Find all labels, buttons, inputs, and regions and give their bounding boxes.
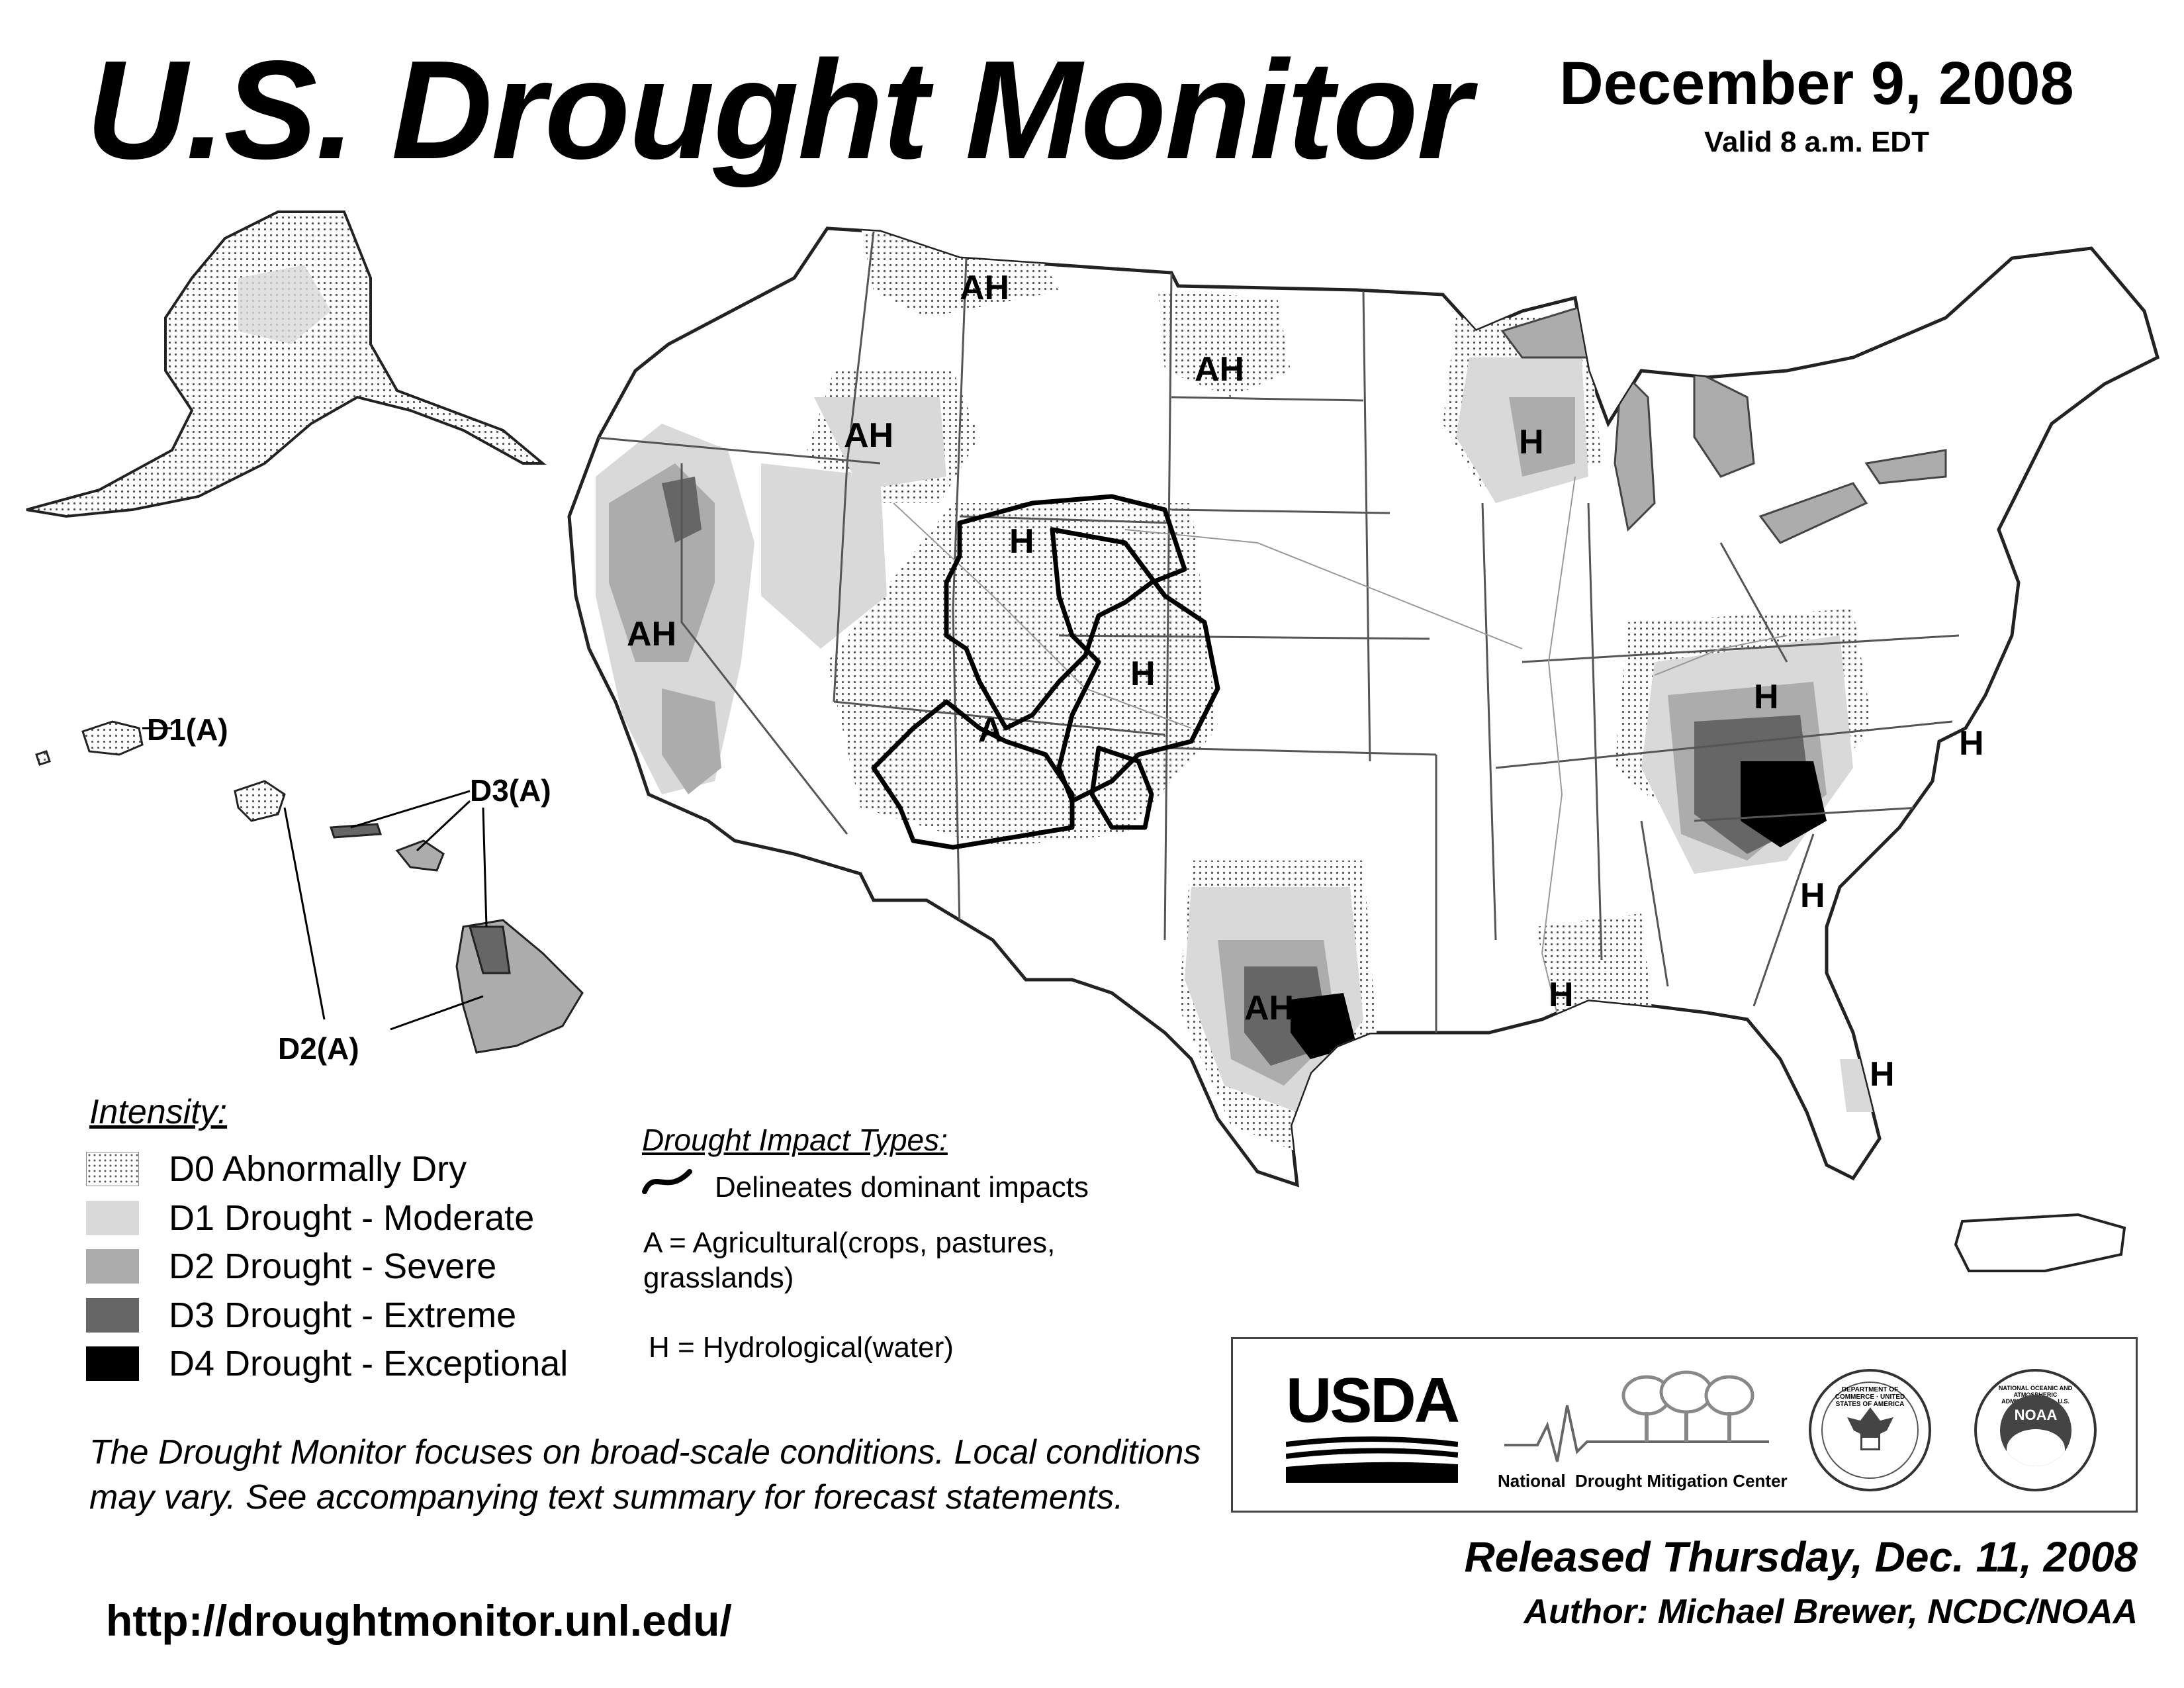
legend-label-d2: D2 Drought - Severe — [169, 1246, 497, 1286]
legend-label-d3: D3 Drought - Extreme — [169, 1295, 517, 1335]
label-ah-dakota: AH — [1195, 350, 1244, 389]
alaska — [26, 211, 547, 518]
label-ah-idaho: AH — [844, 416, 893, 455]
legend-item-d3: D3 Drought - Extreme — [86, 1295, 516, 1335]
legend-item-d1: D1 Drought - Moderate — [86, 1198, 534, 1238]
label-h-kentucky: H — [1754, 678, 1779, 716]
label-h-georgia: H — [1800, 876, 1825, 915]
label-h-florida: H — [1870, 1055, 1895, 1094]
noaa-logo-text: NOAA — [2014, 1407, 2058, 1423]
hawaii-label-d3: D3(A) — [470, 773, 551, 808]
map-title: U.S. Drought Monitor — [86, 31, 1471, 188]
commerce-seal-text: DEPARTMENT OF COMMERCE · UNITED STATES O… — [1835, 1386, 1905, 1408]
legend-swatch-d2 — [86, 1249, 139, 1284]
label-h-wyoming: H — [1009, 522, 1034, 561]
legend-heading: Intensity: — [89, 1093, 228, 1131]
impact-line-icon — [642, 1169, 692, 1194]
map-date: December 9, 2008 — [1559, 50, 2074, 117]
impact-hydrological: H = Hydrological(water) — [649, 1331, 954, 1364]
disclaimer-text: The Drought Monitor focuses on broad-sca… — [89, 1433, 1201, 1517]
usda-logo-text: USDA — [1286, 1365, 1460, 1436]
hawaii-label-d2: D2(A) — [278, 1031, 359, 1066]
noaa-seal: NATIONAL OCEANIC AND ATMOSPHERIC ADMINIS… — [1974, 1369, 2097, 1491]
usda-swoosh-icon — [1286, 1436, 1458, 1483]
website-url[interactable]: http://droughtmonitor.unl.edu/ — [106, 1596, 732, 1645]
label-a-southwest: A — [978, 711, 1003, 749]
legend-label-d1: D1 Drought - Moderate — [169, 1198, 535, 1238]
trees-icon — [1504, 1370, 1769, 1462]
legend-label-d0: D0 Abnormally Dry — [169, 1149, 467, 1189]
legend-item-d4: D4 Drought - Exceptional — [86, 1344, 568, 1383]
impact-delineates: Delineates dominant impacts — [715, 1171, 1089, 1203]
label-ah-texas: AH — [1244, 989, 1294, 1027]
noaa-bird-icon: NOAA — [2000, 1395, 2071, 1466]
impact-heading: Drought Impact Types: — [642, 1123, 948, 1157]
label-ah-montana: AH — [960, 269, 1009, 307]
conus: AH AH AH AH AH H H A H H H H H H — [569, 225, 2158, 1185]
label-ah-california: AH — [627, 615, 676, 653]
label-h-carolina: H — [1959, 724, 1984, 763]
label-h-louisiana: H — [1549, 976, 1574, 1014]
legend-item-d2: D2 Drought - Severe — [86, 1246, 496, 1286]
label-h-wisconsin: H — [1519, 423, 1544, 461]
legend-item-d0: D0 Abnormally Dry — [86, 1149, 467, 1189]
impact-agricultural: A = Agricultural(crops, pastures, grassl… — [643, 1227, 1056, 1294]
agency-logos: USDA National Drought Mitigation Center … — [1231, 1337, 2138, 1513]
legend-swatch-d4 — [86, 1346, 139, 1381]
valid-time: Valid 8 a.m. EDT — [1704, 126, 1929, 158]
legend-swatch-d0 — [86, 1152, 139, 1186]
legend-swatch-d1 — [86, 1201, 139, 1235]
label-h-colorado: H — [1130, 655, 1156, 693]
ndmc-logo: National Drought Mitigation Center — [1498, 1366, 1788, 1498]
hawaii-label-d1: D1(A) — [147, 712, 228, 747]
hawaii — [35, 720, 584, 1054]
release-date: Released Thursday, Dec. 11, 2008 — [1464, 1533, 2138, 1581]
legend-swatch-d3 — [86, 1298, 139, 1333]
puerto-rico — [1954, 1213, 2126, 1272]
usda-logo: USDA — [1286, 1365, 1460, 1483]
commerce-seal: DEPARTMENT OF COMMERCE · UNITED STATES O… — [1809, 1369, 1931, 1491]
legend-label-d4: D4 Drought - Exceptional — [169, 1344, 569, 1383]
author-credit: Author: Michael Brewer, NCDC/NOAA — [1524, 1593, 2138, 1631]
ndmc-logo-text: National Drought Mitigation Center — [1498, 1471, 1788, 1491]
